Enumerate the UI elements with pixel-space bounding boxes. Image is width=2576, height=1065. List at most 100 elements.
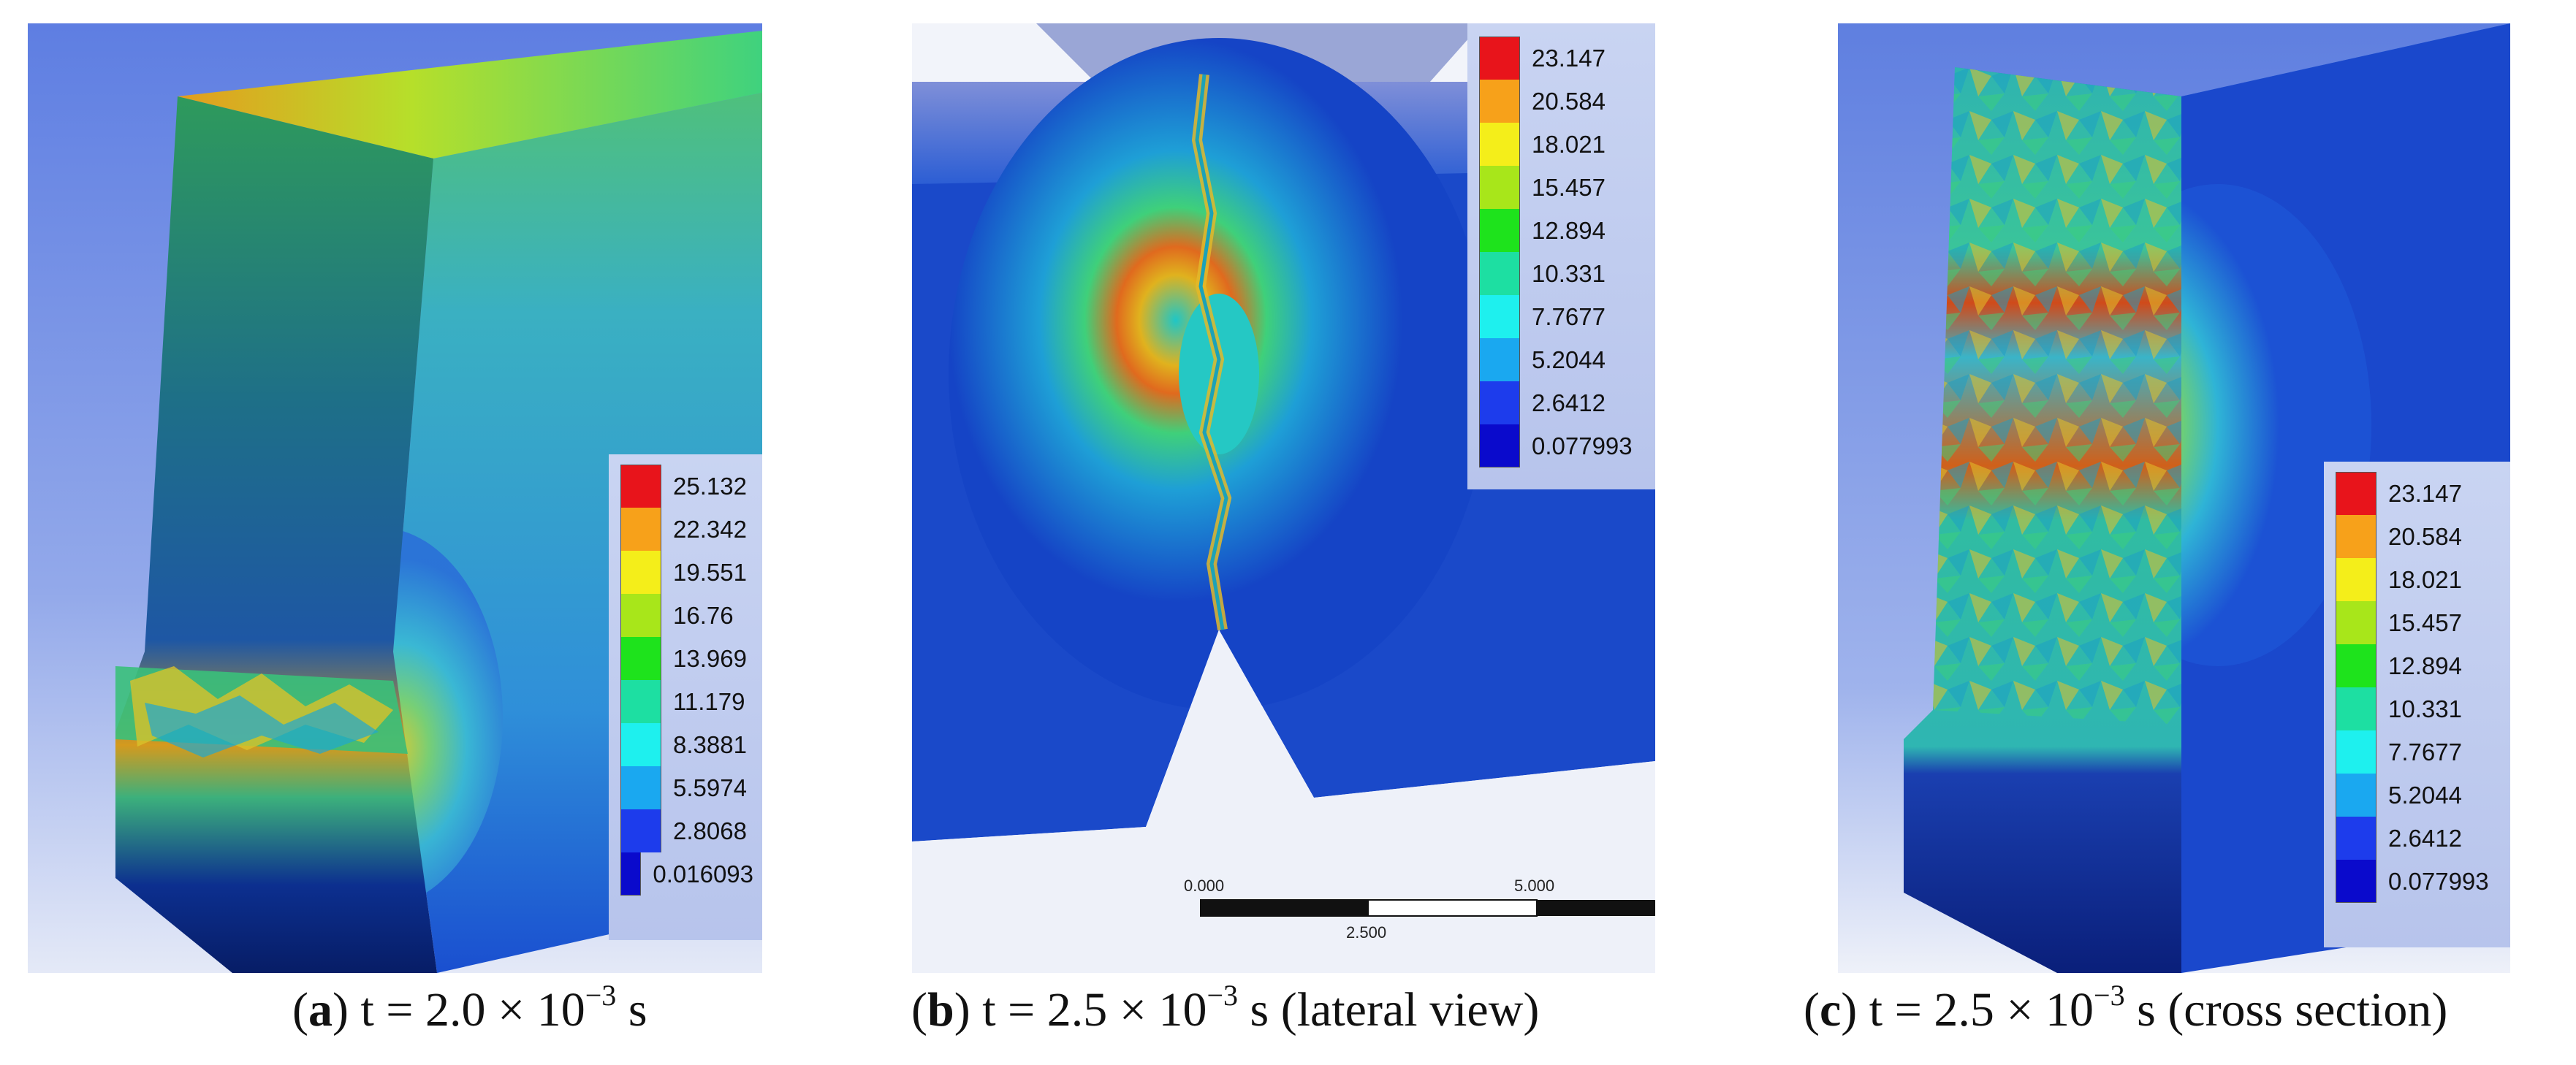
caption-c-suffix: (cross section) <box>2155 983 2448 1037</box>
caption-a-unit: s <box>616 983 647 1037</box>
legend-row: 5.2044 <box>1479 338 1646 381</box>
legend-swatch <box>620 723 661 766</box>
legend-swatch <box>620 465 661 508</box>
legend-row: 25.132 <box>620 465 753 508</box>
legend-row: 2.8068 <box>620 809 753 852</box>
legend-row: 15.457 <box>1479 166 1646 209</box>
caption-c-time: t = 2.5 × 10 <box>1869 983 2094 1037</box>
legend-swatch <box>2336 687 2376 730</box>
legend-swatch <box>620 508 661 551</box>
legend-value: 19.551 <box>673 558 747 586</box>
caption-c-unit: s <box>2124 983 2156 1037</box>
legend-value: 0.077993 <box>2388 867 2489 895</box>
caption-c-exponent: −3 <box>2094 979 2125 1012</box>
legend-value: 23.147 <box>1532 44 1606 72</box>
legend-row: 0.077993 <box>1479 424 1646 467</box>
legend-value: 20.584 <box>2388 522 2462 550</box>
legend-value: 22.342 <box>673 515 747 543</box>
legend-row: 0.016093 <box>620 852 753 896</box>
legend-swatch <box>2336 817 2376 860</box>
legend-rows: 23.147 20.584 18.021 15.457 12.894 10.331 7.76… <box>2336 472 2501 903</box>
legend-row: 11.179 <box>620 680 753 723</box>
legend-row: 2.6412 <box>1479 381 1646 424</box>
legend-row: 7.7677 <box>2336 730 2501 774</box>
caption-c: (c) t = 2.5 × 10−3 s (cross section) <box>1804 979 2448 1037</box>
legend-value: 5.2044 <box>1532 346 1606 373</box>
legend-row: 12.894 <box>2336 644 2501 687</box>
caption-b-time: t = 2.5 × 10 <box>982 983 1207 1037</box>
legend-swatch <box>620 594 661 637</box>
legend-value: 10.331 <box>2388 695 2462 722</box>
legend-row: 18.021 <box>2336 558 2501 601</box>
legend-value: 5.5974 <box>673 774 747 801</box>
legend-row: 10.331 <box>1479 252 1646 295</box>
legend-row: 13.969 <box>620 637 753 680</box>
panel-b-color-legend: 23.147 20.584 18.021 15.457 12.894 10.331 7.76… <box>1467 23 1655 489</box>
legend-value: 23.147 <box>2388 479 2462 507</box>
caption-b-suffix: (lateral view) <box>1269 983 1540 1037</box>
legend-swatch <box>2336 558 2376 601</box>
legend-value: 18.021 <box>1532 130 1606 158</box>
legend-value: 10.331 <box>1532 259 1606 287</box>
legend-row: 16.76 <box>620 594 753 637</box>
legend-swatch <box>1479 37 1520 80</box>
caption-c-letter: c <box>1819 983 1842 1037</box>
caption-b-exponent: −3 <box>1207 979 1239 1012</box>
legend-value: 18.021 <box>2388 565 2462 593</box>
caption-b: (b) t = 2.5 × 10−3 s (lateral view) <box>911 979 1540 1037</box>
legend-swatch <box>2336 644 2376 687</box>
legend-row: 5.5974 <box>620 766 753 809</box>
legend-row: 12.894 <box>1479 209 1646 252</box>
legend-value: 15.457 <box>1532 173 1606 201</box>
scalebar-end-label: 5.000 <box>1514 877 1555 895</box>
caption-a-letter: a <box>308 983 333 1037</box>
legend-swatch <box>620 637 661 680</box>
legend-swatch <box>620 680 661 723</box>
caption-b-letter: b <box>927 983 954 1037</box>
legend-value: 15.457 <box>2388 608 2462 636</box>
legend-rows: 23.147 20.584 18.021 15.457 12.894 10.331 7.76… <box>1479 37 1646 467</box>
panel-a-color-legend: 25.132 22.342 19.551 16.76 13.969 11.179 8.388… <box>609 454 762 940</box>
legend-swatch <box>620 809 661 852</box>
caption-a-time: t = 2.0 × 10 <box>360 983 585 1037</box>
legend-row: 0.077993 <box>2336 860 2501 903</box>
legend-value: 7.7677 <box>2388 738 2462 766</box>
legend-swatch <box>1479 338 1520 381</box>
legend-row: 15.457 <box>2336 601 2501 644</box>
legend-value: 11.179 <box>673 687 745 715</box>
legend-swatch <box>1479 424 1520 467</box>
legend-row: 2.6412 <box>2336 817 2501 860</box>
legend-swatch <box>2336 860 2376 903</box>
caption-a: (a) t = 2.0 × 10−3 s <box>292 979 647 1037</box>
legend-swatch <box>1479 381 1520 424</box>
panel-c-color-legend: 23.147 20.584 18.021 15.457 12.894 10.331 7.76… <box>2324 462 2510 947</box>
legend-row: 18.021 <box>1479 123 1646 166</box>
legend-value: 25.132 <box>673 472 747 500</box>
legend-value: 0.016093 <box>653 860 753 887</box>
legend-swatch <box>2336 774 2376 817</box>
legend-value: 2.6412 <box>2388 824 2462 852</box>
legend-row: 20.584 <box>2336 515 2501 558</box>
legend-swatch <box>620 766 661 809</box>
legend-swatch <box>1479 209 1520 252</box>
legend-row: 10.331 <box>2336 687 2501 730</box>
legend-value: 16.76 <box>673 601 734 629</box>
legend-swatch <box>1479 252 1520 295</box>
legend-swatch <box>620 852 642 896</box>
legend-swatch <box>2336 601 2376 644</box>
legend-rows: 25.132 22.342 19.551 16.76 13.969 11.179 8.388… <box>620 465 753 896</box>
scalebar-mid-label: 2.500 <box>1346 923 1387 942</box>
scalebar-start-label: 0.000 <box>1184 877 1225 895</box>
legend-row: 8.3881 <box>620 723 753 766</box>
legend-row: 22.342 <box>620 508 753 551</box>
legend-row: 20.584 <box>1479 80 1646 123</box>
legend-value: 8.3881 <box>673 730 747 758</box>
legend-value: 12.894 <box>2388 652 2462 679</box>
legend-swatch <box>2336 515 2376 558</box>
legend-value: 5.2044 <box>2388 781 2462 809</box>
legend-swatch <box>2336 730 2376 774</box>
legend-swatch <box>620 551 661 594</box>
legend-swatch <box>1479 123 1520 166</box>
legend-row: 23.147 <box>1479 37 1646 80</box>
panel-b-simulation-image <box>912 23 1655 973</box>
